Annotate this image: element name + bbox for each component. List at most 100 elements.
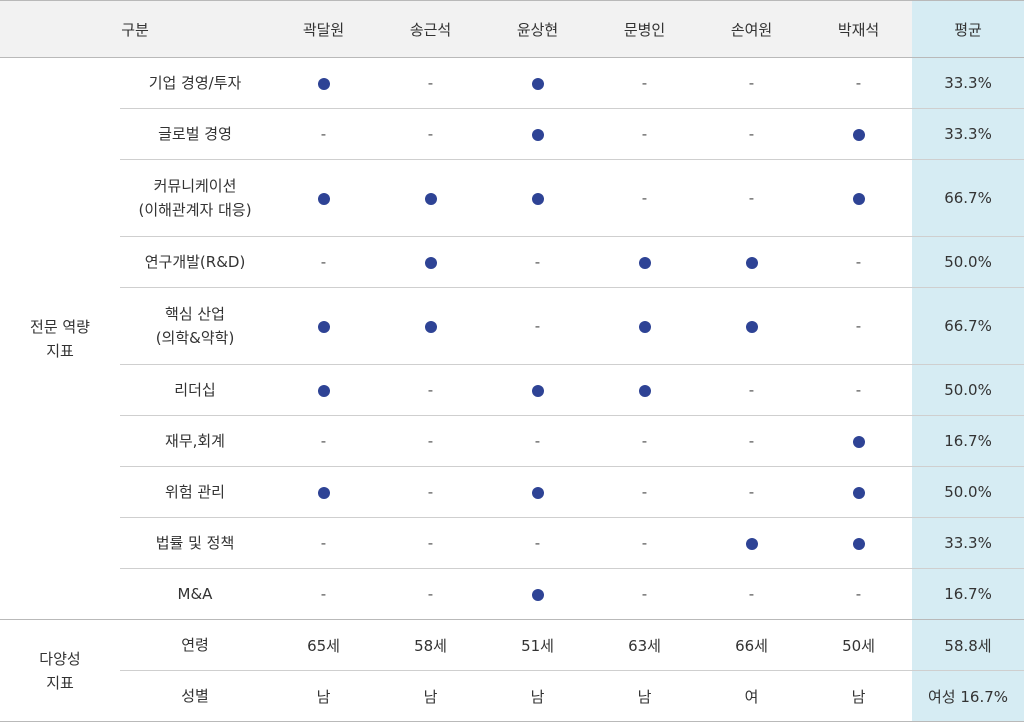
competency-cell xyxy=(270,364,378,416)
row-label-line: (의학&약학) xyxy=(155,329,235,347)
header-group-label: 구분 xyxy=(0,0,271,58)
filled-dot-icon xyxy=(317,192,330,205)
row-label-line: 성별 xyxy=(181,687,209,705)
dash-mark: - xyxy=(320,125,327,143)
header-person: 박재석 xyxy=(805,0,913,58)
competency-cell-empty: - xyxy=(698,159,806,237)
competency-cell-empty: - xyxy=(591,108,699,160)
average-cell: 58.8세 xyxy=(912,619,1024,671)
competency-cell-empty: - xyxy=(377,57,485,109)
dash-mark: - xyxy=(748,74,755,92)
filled-dot-icon xyxy=(317,384,330,397)
competency-cell-empty: - xyxy=(698,466,806,518)
dash-mark: - xyxy=(641,534,648,552)
competency-cell-empty: - xyxy=(698,415,806,467)
competency-cell-empty: - xyxy=(805,236,913,288)
average-cell: 33.3% xyxy=(912,517,1024,569)
filled-dot-icon xyxy=(852,128,865,141)
competency-cell xyxy=(270,466,378,518)
row-label: 커뮤니케이션 (이해관계자 대응) xyxy=(120,159,271,237)
competency-cell xyxy=(805,108,913,160)
table-row: 다양성 지표 연령 65세 58세 51세 63세 66세 50세 58.8세 xyxy=(0,619,1024,722)
group-label-line: 전문 역량 xyxy=(30,317,90,336)
dash-mark: - xyxy=(855,74,862,92)
filled-dot-icon xyxy=(852,192,865,205)
dash-mark: - xyxy=(748,432,755,450)
filled-dot-icon xyxy=(531,128,544,141)
row-label: 기업 경영/투자 xyxy=(120,57,271,109)
dash-mark: - xyxy=(748,381,755,399)
dash-mark: - xyxy=(855,317,862,335)
dash-mark: - xyxy=(748,189,755,207)
competency-cell-empty: - xyxy=(805,57,913,109)
filled-dot-icon xyxy=(531,588,544,601)
average-cell: 16.7% xyxy=(912,568,1024,620)
header-row: 구분 곽달원 송근석 윤상현 문병인 손여원 박재석 평균 xyxy=(0,0,1024,58)
competency-cell-empty: - xyxy=(377,364,485,416)
filled-dot-icon xyxy=(424,256,437,269)
average-cell: 66.7% xyxy=(912,287,1024,365)
competency-cell xyxy=(591,364,699,416)
table-row: 연구개발(R&D) - - - 50.0% xyxy=(0,236,1024,288)
dash-mark: - xyxy=(320,585,327,603)
value-cell: 51세 xyxy=(484,619,592,671)
competency-cell xyxy=(484,57,592,109)
table-row: 핵심 산업 (의학&약학) - - 66.7% xyxy=(0,287,1024,365)
competency-cell xyxy=(805,517,913,569)
filled-dot-icon xyxy=(852,537,865,550)
dash-mark: - xyxy=(427,534,434,552)
competency-cell xyxy=(591,287,699,365)
competency-cell xyxy=(377,159,485,237)
header-average: 평균 xyxy=(912,0,1024,58)
row-label: 재무,회계 xyxy=(120,415,271,467)
competency-cell-empty: - xyxy=(591,415,699,467)
competency-cell-empty: - xyxy=(377,466,485,518)
filled-dot-icon xyxy=(317,486,330,499)
dash-mark: - xyxy=(748,483,755,501)
row-label-line: 핵심 산업 xyxy=(165,305,225,323)
competency-cell xyxy=(805,159,913,237)
dash-mark: - xyxy=(427,125,434,143)
row-label: 성별 xyxy=(120,670,271,722)
group-label: 다양성 지표 xyxy=(0,619,120,722)
value-cell: 남 xyxy=(377,670,485,722)
competency-cell xyxy=(698,236,806,288)
competency-cell xyxy=(698,287,806,365)
header-person: 곽달원 xyxy=(270,0,378,58)
table-row: 리더십 - - - 50.0% xyxy=(0,364,1024,416)
header-person: 문병인 xyxy=(591,0,699,58)
table-row: 위험 관리 - - - 50.0% xyxy=(0,466,1024,518)
competency-cell-empty: - xyxy=(591,466,699,518)
average-cell: 50.0% xyxy=(912,364,1024,416)
dash-mark: - xyxy=(320,432,327,450)
competency-cell-empty: - xyxy=(377,568,485,620)
competency-cell-empty: - xyxy=(270,517,378,569)
competency-cell xyxy=(270,159,378,237)
dash-mark: - xyxy=(534,253,541,271)
dash-mark: - xyxy=(855,381,862,399)
value-cell: 남 xyxy=(484,670,592,722)
filled-dot-icon xyxy=(852,486,865,499)
competency-cell-empty: - xyxy=(484,415,592,467)
value-cell: 남 xyxy=(270,670,378,722)
row-label-line: M&A xyxy=(177,585,213,603)
average-cell: 16.7% xyxy=(912,415,1024,467)
row-label-line: 커뮤니케이션 xyxy=(153,177,237,195)
filled-dot-icon xyxy=(531,77,544,90)
dash-mark: - xyxy=(427,483,434,501)
dash-mark: - xyxy=(427,74,434,92)
filled-dot-icon xyxy=(745,537,758,550)
average-cell: 여성 16.7% xyxy=(912,670,1024,722)
row-label-line: 글로벌 경영 xyxy=(158,125,232,143)
competency-cell xyxy=(805,415,913,467)
group-label-line: 지표 xyxy=(46,673,74,692)
value-cell: 남 xyxy=(591,670,699,722)
filled-dot-icon xyxy=(745,256,758,269)
dash-mark: - xyxy=(427,585,434,603)
competency-cell-empty: - xyxy=(270,108,378,160)
dash-mark: - xyxy=(641,125,648,143)
dash-mark: - xyxy=(320,253,327,271)
filled-dot-icon xyxy=(745,320,758,333)
average-cell: 50.0% xyxy=(912,466,1024,518)
